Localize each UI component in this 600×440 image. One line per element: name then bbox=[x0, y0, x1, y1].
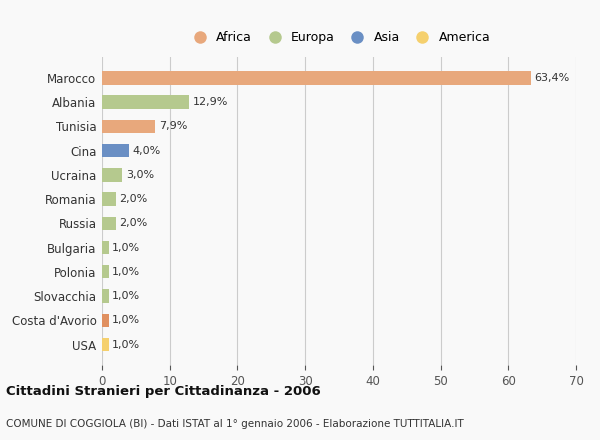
Text: 1,0%: 1,0% bbox=[112, 242, 140, 253]
Bar bbox=[102, 192, 116, 206]
Text: 1,0%: 1,0% bbox=[112, 340, 140, 349]
Bar bbox=[102, 290, 109, 303]
Bar bbox=[102, 95, 190, 109]
Text: 4,0%: 4,0% bbox=[133, 146, 161, 156]
Legend: Africa, Europa, Asia, America: Africa, Europa, Asia, America bbox=[182, 26, 496, 49]
Text: Cittadini Stranieri per Cittadinanza - 2006: Cittadini Stranieri per Cittadinanza - 2… bbox=[6, 385, 321, 398]
Bar bbox=[102, 265, 109, 279]
Text: 63,4%: 63,4% bbox=[535, 73, 570, 83]
Text: COMUNE DI COGGIOLA (BI) - Dati ISTAT al 1° gennaio 2006 - Elaborazione TUTTITALI: COMUNE DI COGGIOLA (BI) - Dati ISTAT al … bbox=[6, 419, 464, 429]
Bar bbox=[102, 338, 109, 351]
Text: 7,9%: 7,9% bbox=[159, 121, 187, 132]
Text: 12,9%: 12,9% bbox=[193, 97, 228, 107]
Text: 3,0%: 3,0% bbox=[126, 170, 154, 180]
Text: 2,0%: 2,0% bbox=[119, 194, 147, 204]
Bar bbox=[102, 216, 116, 230]
Text: 1,0%: 1,0% bbox=[112, 315, 140, 325]
Bar bbox=[102, 71, 532, 84]
Bar bbox=[102, 144, 129, 157]
Bar bbox=[102, 120, 155, 133]
Text: 2,0%: 2,0% bbox=[119, 218, 147, 228]
Text: 1,0%: 1,0% bbox=[112, 267, 140, 277]
Bar bbox=[102, 314, 109, 327]
Text: 1,0%: 1,0% bbox=[112, 291, 140, 301]
Bar bbox=[102, 168, 122, 182]
Bar bbox=[102, 241, 109, 254]
